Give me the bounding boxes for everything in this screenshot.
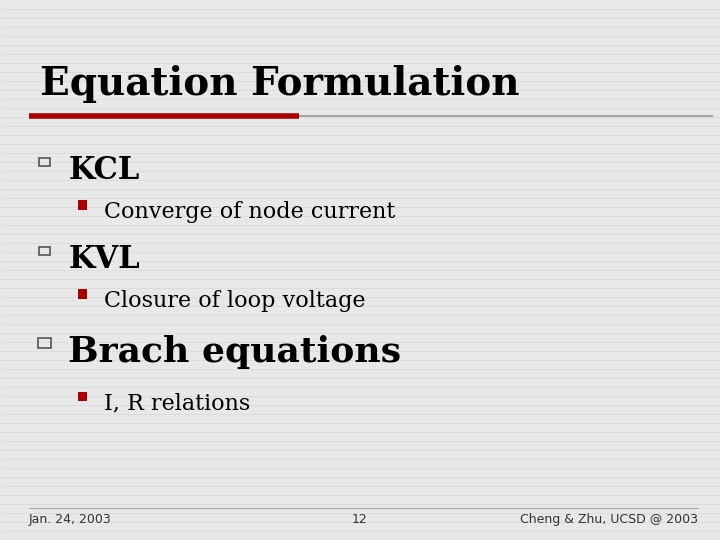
Bar	[37, 338, 52, 348]
Text: Brach equations: Brach equations	[68, 335, 402, 369]
Bar	[39, 158, 50, 166]
Bar	[78, 392, 88, 402]
Text: Converge of node current: Converge of node current	[104, 201, 396, 223]
Bar	[78, 200, 88, 210]
Text: 12: 12	[352, 513, 368, 526]
Bar	[78, 289, 88, 299]
Text: Closure of loop voltage: Closure of loop voltage	[104, 290, 366, 312]
Bar	[39, 247, 50, 255]
Text: Cheng & Zhu, UCSD @ 2003: Cheng & Zhu, UCSD @ 2003	[521, 513, 698, 526]
Text: I, R relations: I, R relations	[104, 393, 251, 415]
Text: KVL: KVL	[68, 244, 140, 275]
Text: Equation Formulation: Equation Formulation	[40, 65, 519, 103]
Text: KCL: KCL	[68, 155, 140, 186]
Text: Jan. 24, 2003: Jan. 24, 2003	[29, 513, 112, 526]
